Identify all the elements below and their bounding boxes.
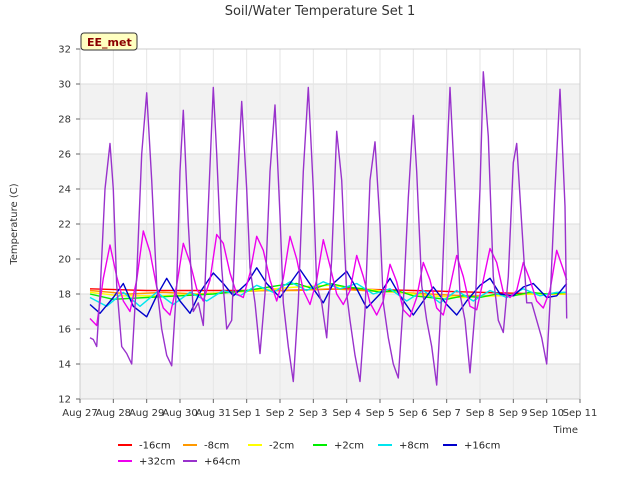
site-tag-label: EE_met [87, 36, 132, 49]
y-tick-label: 20 [58, 255, 71, 266]
plot-area [79, 48, 581, 400]
y-tick-label: 14 [58, 360, 71, 371]
y-tick-label: 28 [58, 115, 71, 126]
series-line-32cm [89, 230, 568, 327]
legend-label: +16cm [464, 441, 500, 452]
grid-band [80, 364, 580, 399]
x-tick-label: Sep 2 [266, 408, 294, 419]
grid-band [80, 154, 580, 189]
series-line-16cm [89, 267, 568, 318]
x-tick-label: Aug 27 [62, 408, 97, 419]
series-line-64cm [89, 71, 568, 386]
y-tick-label: 22 [58, 220, 71, 231]
legend-label: -16cm [139, 441, 171, 452]
x-axis-title: Time [553, 425, 578, 436]
x-tick-label: Sep 9 [499, 408, 527, 419]
grid-band [80, 84, 580, 119]
y-tick-label: 12 [58, 395, 71, 406]
x-tick-label: Sep 1 [232, 408, 260, 419]
y-tick-label: 30 [58, 80, 71, 91]
legend-label: +64cm [204, 457, 240, 468]
x-tick-label: Sep 10 [529, 408, 564, 419]
x-tick-label: Aug 28 [96, 408, 131, 419]
x-tick-label: Aug 30 [162, 408, 197, 419]
x-tick-label: Sep 6 [399, 408, 427, 419]
legend-label: -8cm [204, 441, 229, 452]
x-tick-label: Sep 5 [366, 408, 394, 419]
y-axis: 12 14 16 18 20 22 24 26 28 30 32 [58, 45, 80, 406]
x-tick-label: Sep 11 [563, 408, 598, 419]
y-tick-label: 24 [58, 185, 71, 196]
y-tick-label: 26 [58, 150, 71, 161]
legend-label: +2cm [334, 441, 364, 452]
x-tick-label: Sep 4 [332, 408, 360, 419]
y-tick-label: 32 [58, 45, 71, 56]
series-lines [89, 71, 568, 386]
site-tag: EE_met [80, 32, 138, 51]
x-tick-label: Aug 31 [196, 408, 231, 419]
y-axis-title: Temperature (C) [9, 183, 20, 265]
legend-label: -2cm [269, 441, 294, 452]
site-tag-background [80, 32, 138, 51]
legend-label: +32cm [139, 457, 175, 468]
chart-title: Soil/Water Temperature Set 1 [225, 4, 416, 19]
x-tick-label: Sep 7 [432, 408, 460, 419]
y-tick-label: 18 [58, 290, 71, 301]
grid [79, 48, 581, 400]
legend-label: +8cm [399, 441, 429, 452]
x-tick-label: Sep 8 [466, 408, 494, 419]
grid-band [80, 224, 580, 259]
y-tick-label: 16 [58, 325, 71, 336]
x-tick-label: Sep 3 [299, 408, 327, 419]
legend: -16cm -8cm -2cm +2cm +8cm +16cm +32cm +64cm [118, 441, 500, 468]
x-tick-label: Aug 29 [129, 408, 164, 419]
